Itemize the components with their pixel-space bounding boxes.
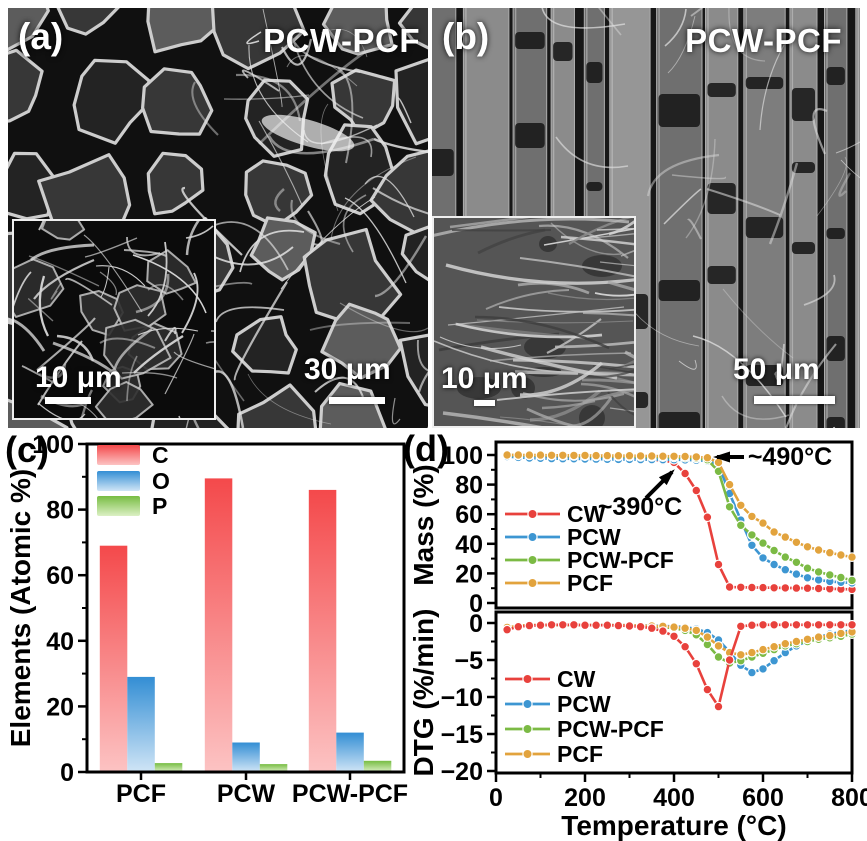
c-ytick: 0 — [60, 759, 74, 787]
series-CW-tga_dtg — [502, 619, 857, 712]
sem-inset-image-b — [434, 218, 634, 426]
c-ytick: 100 — [32, 431, 74, 459]
d-xtick: 800 — [831, 784, 867, 812]
bar-PCW-PCF-O — [336, 732, 364, 772]
d-legend-item-PCW: PCW — [505, 524, 621, 550]
bar-PCW-PCF-P — [363, 760, 392, 772]
panel-a-inset-scalebar-text: 10 μm — [35, 361, 122, 394]
d-legend-item-PCF: PCF — [505, 741, 603, 767]
svg-text:PCW: PCW — [557, 691, 611, 717]
d-legend-item-PCW-PCF: PCW-PCF — [505, 716, 664, 742]
c-ytick: 80 — [46, 497, 74, 525]
d-ytick: −15 — [441, 721, 484, 749]
panel-a-label: (a) — [18, 16, 64, 57]
c-legend-item-O: O — [97, 468, 170, 494]
d-legend-item-PCF: PCF — [505, 570, 613, 596]
panel-b-label: (b) — [442, 16, 490, 57]
panel-b-inset-scalebar — [474, 400, 495, 406]
panel-a-scalebar — [329, 397, 385, 404]
svg-text:PCF: PCF — [557, 741, 603, 767]
bar-PCW-C — [204, 478, 233, 772]
annotation: ~390°C — [598, 493, 682, 521]
panel-d-label: (d) — [403, 428, 449, 469]
bar-PCW-PCF-C — [308, 489, 337, 772]
panel-b-scalebar-text: 50 μm — [733, 353, 820, 386]
panel-c-label: (c) — [5, 429, 49, 470]
d-legend-item-CW: CW — [505, 666, 596, 692]
d-xtick: 200 — [564, 784, 606, 812]
d-legend-item-PCW-PCF: PCW-PCF — [505, 547, 674, 573]
panel-a-inset: 10 μm — [12, 219, 216, 420]
bar-PCF-P — [154, 763, 183, 772]
c-y-axis-title: Elements (Atomic %) — [5, 469, 36, 748]
c-category-label: PCF — [116, 780, 166, 808]
d-y-axis-title: Mass (%) — [408, 464, 439, 585]
d-legend-item-CW: CW — [505, 501, 606, 527]
d-ytick: 0 — [469, 610, 483, 638]
sem-panel-b: (b) PCW-PCF 10 μm 50 μm — [432, 8, 860, 428]
c-legend-item-P: P — [97, 493, 167, 519]
d-ytick: −20 — [441, 758, 483, 786]
svg-text:CW: CW — [567, 501, 606, 527]
panel-b-scalebar — [754, 396, 835, 404]
panel-a-inset-scalebar — [45, 397, 91, 404]
svg-text:CW: CW — [557, 666, 596, 692]
d-xtick: 600 — [742, 784, 784, 812]
d-ytick: −10 — [441, 684, 483, 712]
sem-panel-a: (a) PCW-PCF 10 μm 30 μm — [8, 8, 428, 428]
bar-PCF-O — [127, 676, 155, 772]
svg-text:PCF: PCF — [567, 570, 613, 596]
panel-a-sample-label: PCW-PCF — [263, 22, 420, 59]
c-category-label: PCW — [217, 780, 276, 808]
d-ytick: 20 — [455, 560, 483, 588]
c-ytick: 40 — [46, 628, 74, 656]
c-ytick: 20 — [46, 693, 74, 721]
panel-a-scalebar-text: 30 μm — [304, 353, 391, 386]
d-ytick: 80 — [455, 472, 483, 500]
svg-text:PCW-PCF: PCW-PCF — [567, 547, 674, 573]
sem-inset-image-a — [14, 221, 214, 418]
c-category-label: PCW-PCF — [292, 780, 408, 808]
d-xtick: 0 — [489, 784, 503, 812]
svg-text:O: O — [152, 468, 170, 494]
bar-PCW-O — [232, 742, 260, 772]
bar-PCW-P — [259, 764, 288, 772]
svg-text:PCW: PCW — [567, 524, 621, 550]
d-y-axis-title: DTG (%/min) — [408, 609, 439, 777]
d-x-axis-title: Temperature (°C) — [561, 810, 786, 841]
series-PCF-tga_mass — [502, 450, 857, 562]
annotation: ~490°C — [748, 443, 832, 471]
svg-text:P: P — [152, 493, 167, 519]
d-ytick: −5 — [454, 647, 483, 675]
d-ytick: 60 — [455, 501, 483, 529]
panel-b-inset: 10 μm — [432, 216, 636, 428]
d-ytick: 100 — [441, 442, 483, 470]
series-CW-tga_mass — [502, 450, 857, 595]
d-legend-item-PCW: PCW — [505, 691, 611, 717]
eds-bar-chart: 0 20 40 60 80 100 PCF PCW PCW-PCF Elements (Atomi… — [5, 431, 408, 808]
bar-PCF-C — [99, 545, 128, 772]
panel-b-sample-label: PCW-PCF — [685, 22, 842, 59]
d-xtick: 400 — [653, 784, 695, 812]
c-legend-item-C: C — [97, 442, 169, 468]
c-ytick: 60 — [46, 562, 74, 590]
svg-text:C: C — [152, 442, 169, 468]
svg-text:PCW-PCF: PCW-PCF — [557, 716, 664, 742]
panel-b-inset-scalebar-text: 10 μm — [441, 362, 528, 395]
d-ytick: 40 — [455, 531, 483, 559]
d-ytick: 0 — [469, 590, 483, 618]
